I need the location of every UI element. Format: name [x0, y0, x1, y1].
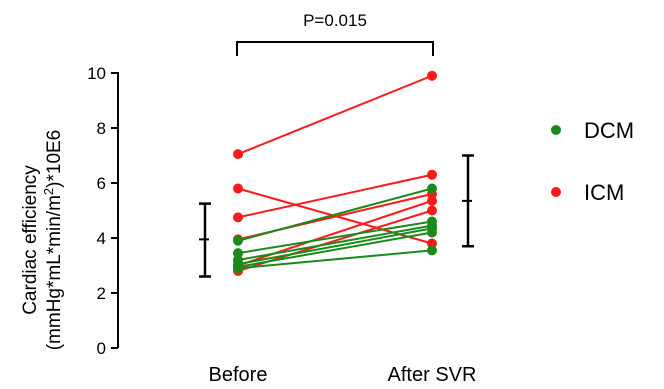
- data-point-icm: [233, 149, 243, 159]
- y-tick-label: 4: [97, 229, 106, 248]
- data-point-dcm: [427, 228, 437, 238]
- p-value-label: P=0.015: [303, 11, 367, 30]
- legend-marker-icm: [551, 187, 561, 197]
- axes: 0 2 4 6 8 10 Before After SVR: [87, 64, 476, 386]
- data-point-icm: [427, 196, 437, 206]
- x-tick-label: After SVR: [388, 364, 477, 386]
- data-point-dcm: [427, 184, 437, 194]
- significance-bracket: [237, 42, 433, 56]
- x-tick-label: Before: [209, 364, 268, 386]
- series-line-dcm: [238, 226, 432, 260]
- y-tick-label: 8: [97, 119, 106, 138]
- data-point-dcm: [233, 263, 243, 273]
- legend-marker-dcm: [551, 125, 561, 135]
- legend-label-dcm: DCM: [584, 118, 634, 143]
- y-axis-title-superscript: 2: [41, 188, 56, 195]
- data-point-icm: [427, 170, 437, 180]
- y-axis-title-suffix: )*10E6: [44, 130, 65, 188]
- legend-label-icm: ICM: [584, 180, 624, 205]
- series-lines: [238, 76, 432, 271]
- data-point-icm: [427, 71, 437, 81]
- significance-annotation: P=0.015: [237, 11, 433, 56]
- data-point-dcm: [233, 236, 243, 246]
- series-line-icm: [238, 76, 432, 154]
- data-point-icm: [233, 212, 243, 222]
- y-tick-label: 6: [97, 174, 106, 193]
- data-point-icm: [427, 206, 437, 216]
- y-tick-label: 0: [97, 339, 106, 358]
- y-axis-title-line1: Cardiac efficiency: [20, 165, 41, 315]
- y-axis-title-prefix: (mmHg*mL*min/m: [44, 195, 65, 350]
- data-point-icm: [233, 184, 243, 194]
- y-tick-label: 10: [87, 64, 106, 83]
- y-tick-label: 2: [97, 284, 106, 303]
- y-axis-title-line2: (mmHg*mL*min/m2)*10E6: [41, 130, 65, 351]
- series-points: [233, 71, 437, 276]
- y-axis-title: Cardiac efficiency (mmHg*mL*min/m2)*10E6: [20, 130, 65, 351]
- legend: DCM ICM: [551, 118, 634, 205]
- data-point-dcm: [427, 245, 437, 255]
